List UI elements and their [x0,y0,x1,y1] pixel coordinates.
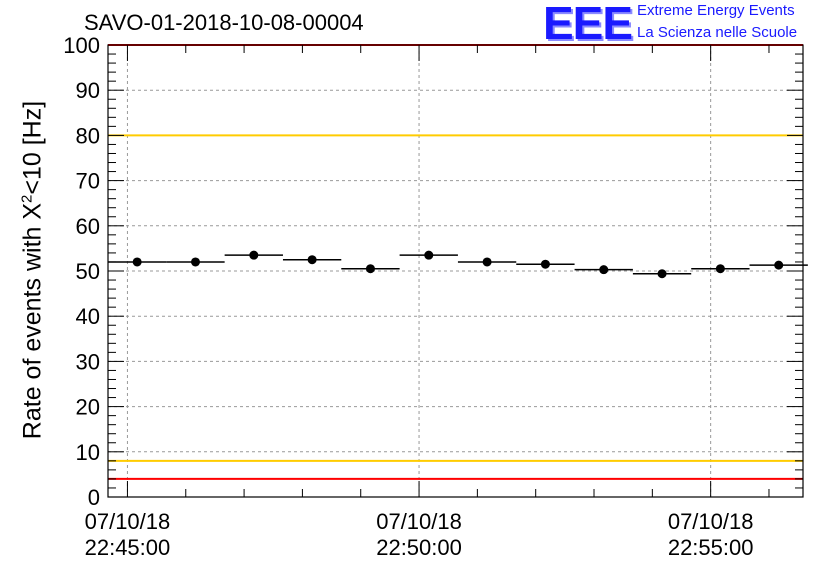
y-tick-label: 90 [76,78,100,103]
marker [424,250,434,260]
data-point [516,259,575,269]
y-tick-label: 10 [76,440,100,465]
data-point [749,260,808,270]
y-tick-labels: 0 10 20 30 40 50 60 70 80 90 100 [63,33,100,510]
marker [365,264,375,274]
y-tick-label: 50 [76,259,100,284]
y-axis-label: Rate of events with X2<10 [Hz] [18,100,47,440]
y-tick-label: 40 [76,304,100,329]
data-point [691,264,750,274]
data-point [166,257,225,267]
eee-logo: EEE [543,0,633,49]
grid-lines [108,45,803,497]
data-point [632,269,692,279]
marker [599,265,609,275]
marker [307,255,317,265]
marker [190,257,200,267]
marker [715,264,725,274]
data-point [574,265,633,275]
x-tick-label: 07/10/18 22:50:00 [376,509,462,560]
data-point [282,255,342,265]
y-tick-label: 30 [76,349,100,374]
logo-line-2: La Scienza nelle Scuole [637,24,798,41]
y-tick-label: 70 [76,169,100,194]
marker [540,259,550,269]
x-tick-label: 07/10/18 22:45:00 [84,509,171,560]
y-tick-label: 0 [88,485,100,510]
marker [132,257,142,267]
x-tick-label: 07/10/18 22:55:00 [667,509,754,560]
y-tick-label: 60 [76,214,100,239]
axis-ticks [108,44,803,498]
y-tick-label: 100 [63,33,100,58]
data-points [108,250,808,279]
marker [482,257,492,267]
data-point [224,250,283,260]
chart-title: SAVO-01-2018-10-08-00004 [84,10,364,35]
logo-line-1: Extreme Energy Events [637,2,795,19]
y-tick-label: 80 [76,123,100,148]
data-point [341,264,400,274]
marker [657,269,667,279]
y-tick-label: 20 [76,395,100,420]
marker [774,260,784,270]
marker [249,250,259,260]
data-point [457,257,517,267]
data-point [108,257,167,267]
data-point [399,250,458,260]
